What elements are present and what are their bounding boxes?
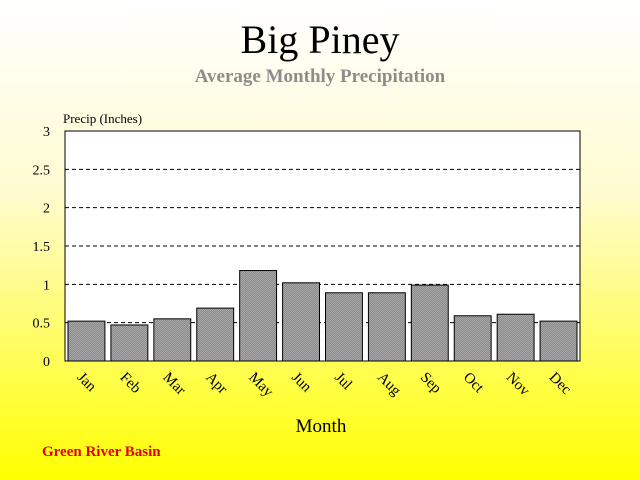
- x-tick-label: Nov: [503, 370, 533, 400]
- bar-mar: [153, 318, 192, 362]
- y-tick-label: 2.5: [33, 163, 51, 178]
- bar-jul: [325, 292, 363, 362]
- y-tick-label: 2: [43, 202, 50, 217]
- bar-dec: [539, 320, 578, 362]
- basin-label: Green River Basin: [42, 444, 161, 460]
- x-axis-label: Month: [296, 416, 347, 437]
- y-tick-label: 1: [43, 278, 50, 293]
- bar-may: [239, 270, 278, 362]
- x-tick-label: Apr: [202, 370, 230, 398]
- bars: [67, 270, 578, 362]
- x-tick-label: Dec: [546, 370, 575, 399]
- bar-nov: [496, 313, 535, 362]
- bar-jan: [67, 320, 106, 362]
- x-tick-label: Mar: [159, 370, 188, 399]
- x-tick-label: Jul: [331, 370, 355, 394]
- y-tick-label: 0: [43, 355, 50, 370]
- x-axis-ticks: Jan Feb Mar Apr May Jun Jul Aug Sep Oct Nov Dec: [74, 370, 575, 401]
- x-tick-label: Feb: [117, 370, 144, 397]
- x-tick-label: Jun: [288, 370, 314, 396]
- bar-jun: [282, 282, 320, 362]
- bar-feb: [110, 324, 149, 362]
- bar-sep: [410, 284, 449, 362]
- bar-aug: [367, 292, 406, 362]
- x-tick-label: Sep: [417, 370, 444, 397]
- chart-subtitle: Average Monthly Precipitation: [194, 66, 446, 87]
- x-tick-label: May: [245, 370, 276, 401]
- chart-title: Big Piney: [240, 17, 400, 62]
- bar-apr: [196, 307, 235, 362]
- y-tick-label: 0.5: [33, 317, 51, 332]
- gridlines: [65, 168, 580, 324]
- y-tick-label: 1.5: [33, 240, 51, 255]
- x-tick-label: Aug: [374, 370, 404, 400]
- y-axis-ticks: 0 0.5 1 1.5 2 2.5 3: [33, 125, 51, 370]
- bar-oct: [453, 315, 492, 362]
- y-axis-label: Precip (Inches): [63, 111, 142, 126]
- x-tick-label: Oct: [460, 370, 487, 397]
- y-tick-label: 3: [43, 125, 50, 140]
- x-tick-label: Jan: [74, 370, 100, 396]
